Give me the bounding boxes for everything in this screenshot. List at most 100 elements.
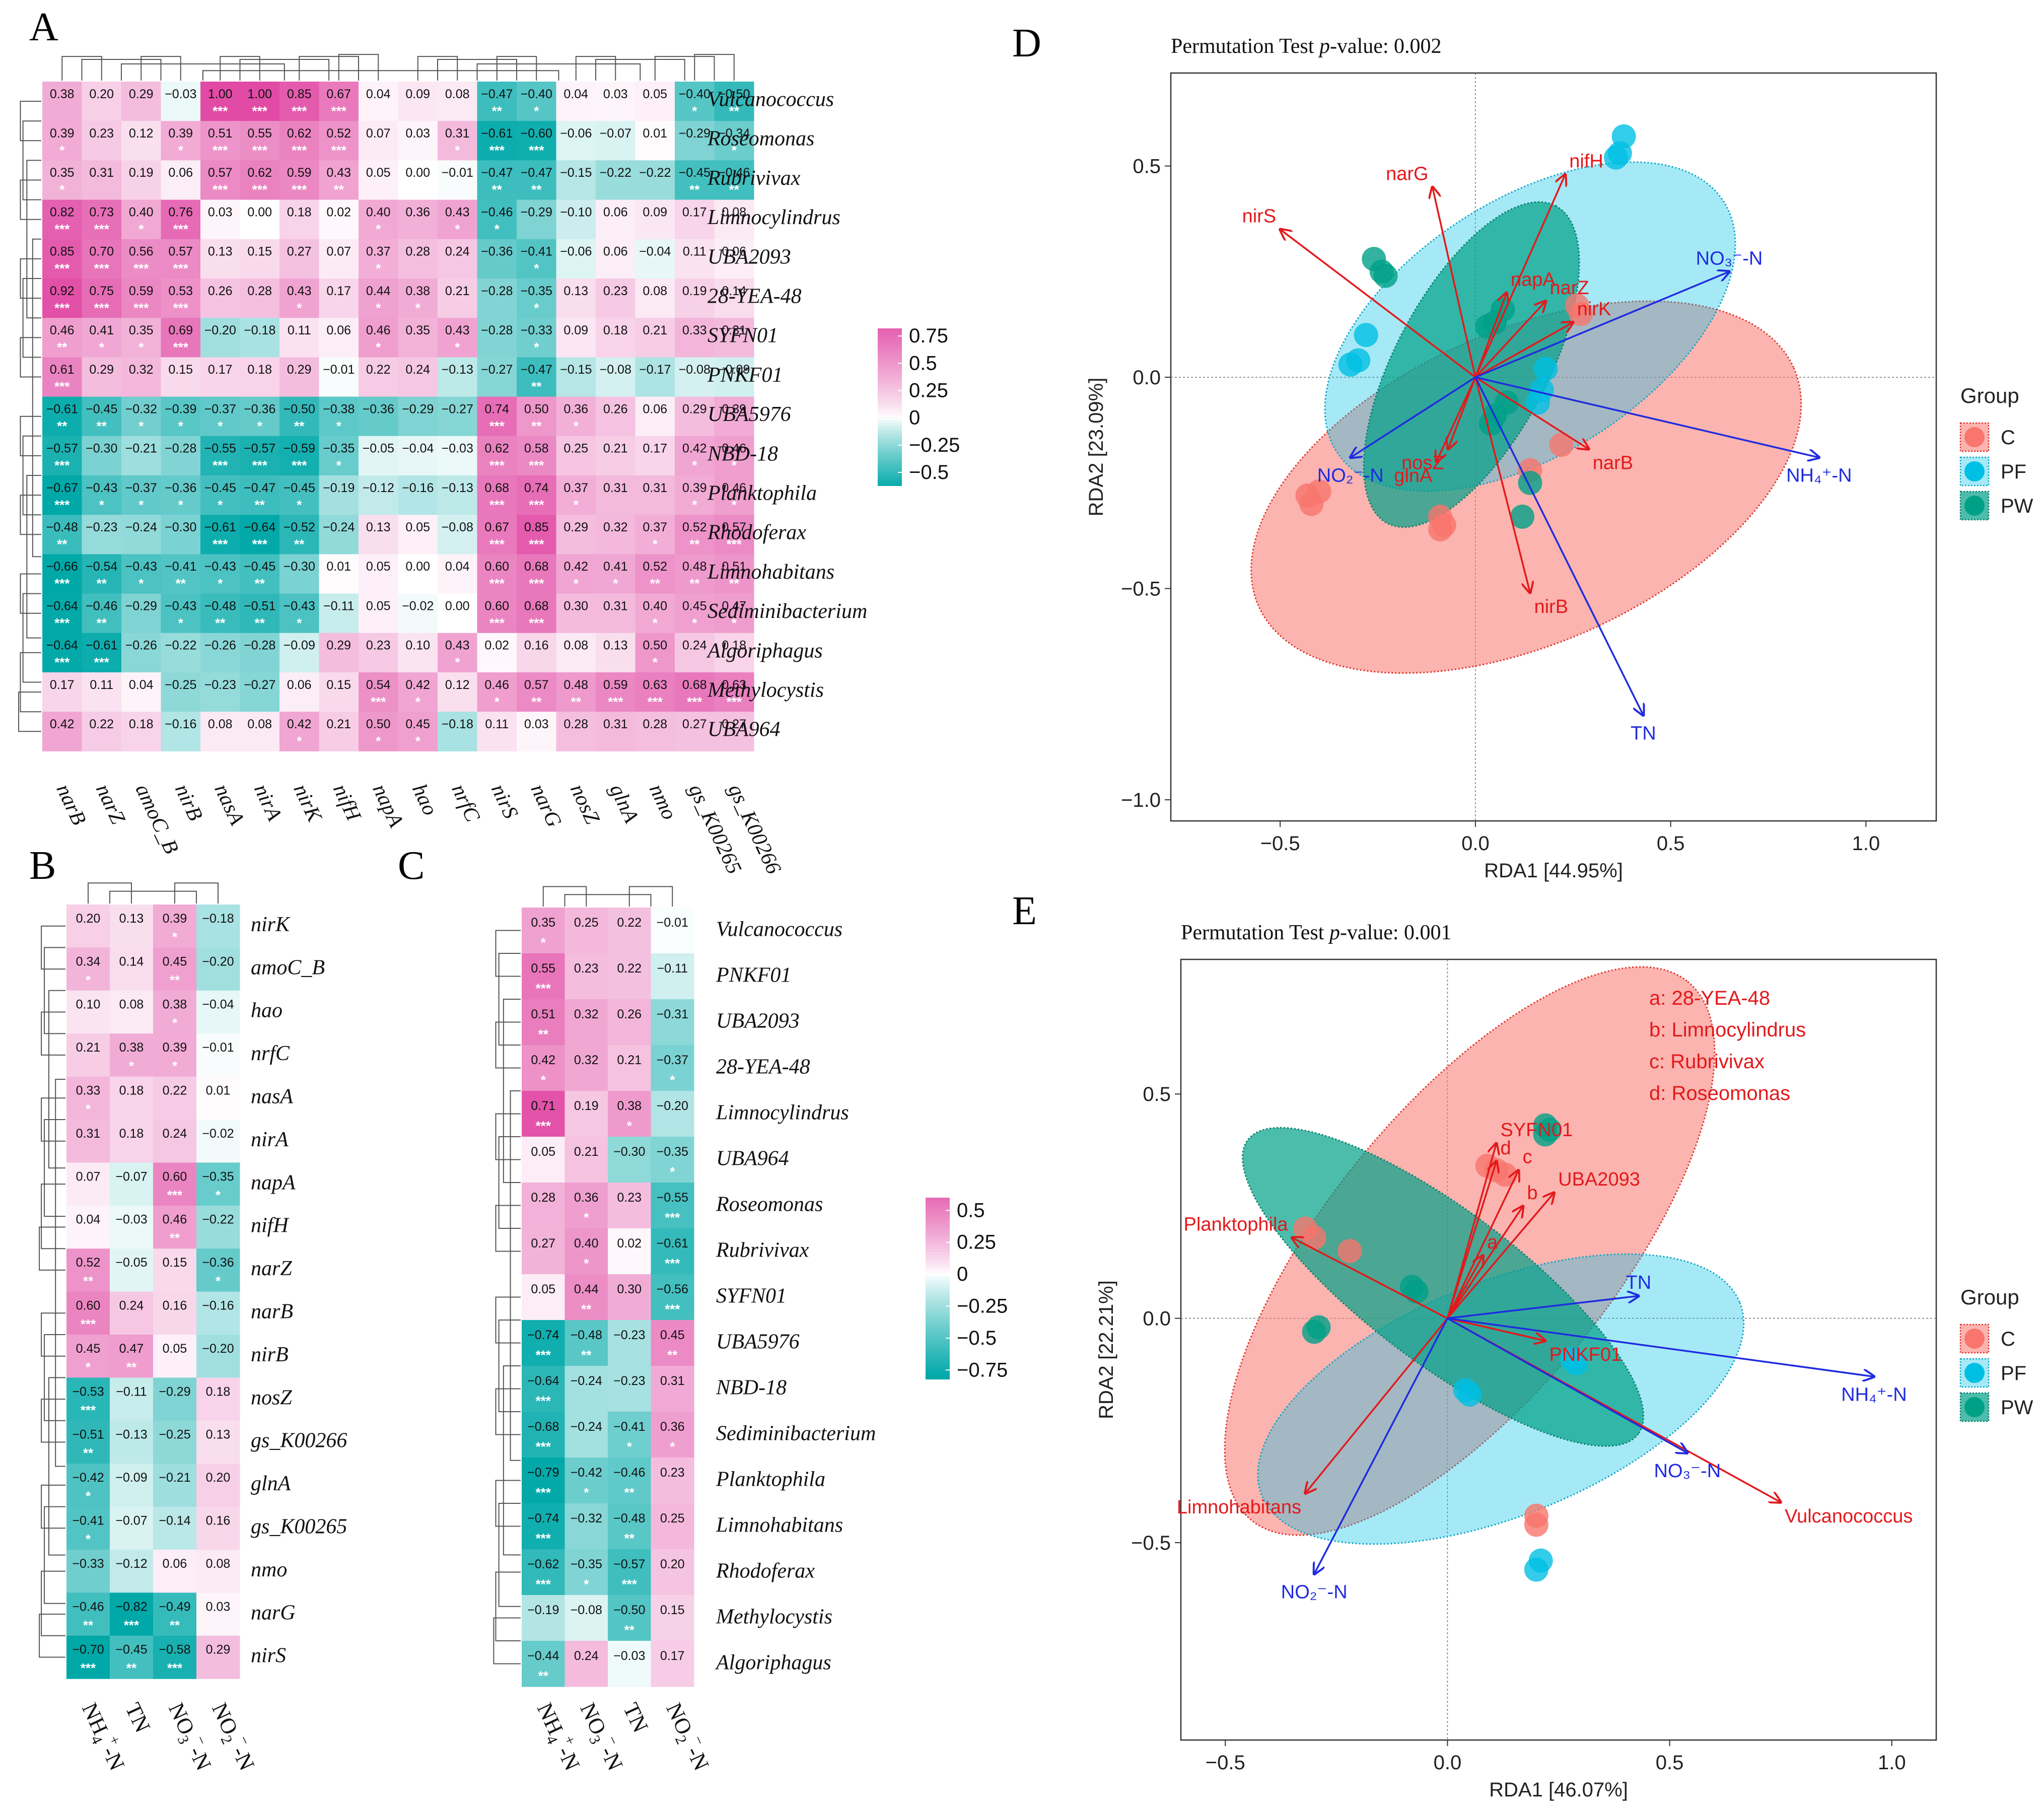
cell-value: 0.47 [722, 599, 746, 613]
color-legend-swatch [926, 1309, 950, 1313]
cell-significance: *** [536, 1485, 551, 1500]
color-legend-swatch [878, 417, 902, 421]
row-dendrogram [39, 925, 65, 1658]
heatmap-cell [477, 318, 517, 358]
cell-value: 0.29 [326, 639, 351, 653]
cell-significance: ** [538, 1026, 549, 1042]
cell-value: 0.18 [247, 363, 272, 377]
dendrogram-branch [694, 54, 735, 81]
sample-point-pw [1399, 1275, 1424, 1299]
heatmap-cell [110, 1550, 154, 1593]
cell-value: −0.46 [718, 166, 750, 180]
heatmap-cell [196, 1420, 240, 1464]
cell-significance: * [99, 497, 105, 512]
cell-value: 0.11 [683, 245, 707, 259]
heatmap-cell [608, 999, 651, 1046]
heatmap-cell [240, 475, 280, 515]
heatmap-cell [596, 475, 636, 515]
legend-dot-pf [1964, 461, 1985, 481]
heatmap-cell [398, 82, 438, 121]
heatmap-cell [522, 999, 565, 1046]
cell-significance: * [534, 339, 539, 355]
heatmap-cell [121, 515, 161, 554]
heatmap-cell [517, 279, 556, 318]
cell-value: −0.11 [657, 961, 688, 976]
heatmap-cell [42, 515, 82, 554]
cell-significance: * [86, 1101, 91, 1117]
cell-significance: * [172, 1015, 178, 1030]
cell-value: 0.08 [247, 717, 272, 731]
abbreviation-key: a: 28-YEA-48 [1649, 987, 1770, 1009]
cell-value: 0.50 [524, 402, 549, 416]
heatmap-cell [319, 199, 359, 240]
heatmap-cell [319, 396, 359, 437]
heatmap-cell [565, 1503, 608, 1550]
cell-value: 0.16 [163, 1298, 187, 1312]
cell-significance: *** [489, 576, 505, 591]
color-legend-swatch [926, 1249, 950, 1253]
heatmap-cell [522, 1274, 565, 1321]
cell-significance: * [653, 536, 658, 551]
title-prefix: Permutation Test [1171, 35, 1319, 58]
cell-value: −0.64 [46, 639, 78, 653]
gene-arrow-label: narB [1593, 453, 1633, 474]
dendrogram-branch [174, 882, 219, 904]
cell-value: −0.04 [639, 245, 671, 259]
cell-value: 0.06 [603, 245, 628, 259]
cell-value: −0.20 [202, 1342, 234, 1356]
heatmap-cell [153, 1335, 197, 1378]
color-legend-swatch [878, 349, 902, 353]
cell-significance: * [415, 733, 421, 748]
heatmap-cell [42, 82, 82, 121]
cell-value: 0.20 [89, 87, 114, 101]
dendrogram-branch [299, 56, 359, 81]
cell-value: −0.06 [560, 126, 592, 141]
cell-value: −0.06 [560, 245, 592, 259]
heatmap-cell [279, 396, 319, 437]
dendrogram-branch [437, 59, 517, 81]
cell-value: 0.24 [405, 363, 430, 377]
cell-significance: * [59, 182, 65, 197]
dendrogram-branch [542, 886, 587, 907]
heatmap-cell [556, 279, 596, 318]
cell-value: −0.09 [718, 363, 750, 377]
column-label: NO2−-N [658, 1697, 718, 1776]
cell-value: 0.60 [484, 560, 509, 574]
cell-value: −0.45 [284, 481, 315, 495]
cell-value: 0.11 [485, 717, 509, 731]
cell-value: 0.57 [722, 520, 746, 534]
cell-significance: *** [536, 981, 551, 996]
heatmap-cell [66, 990, 110, 1034]
cell-value: 0.44 [366, 284, 391, 298]
heatmap-cell [161, 396, 201, 437]
sample-point-pf [1533, 357, 1558, 381]
dendrogram-branch [44, 947, 65, 1034]
heatmap-cell [121, 318, 161, 358]
cell-value: −0.28 [244, 639, 275, 653]
cell-significance: *** [687, 694, 702, 709]
color-legend-swatch [926, 1355, 950, 1358]
cell-significance: *** [252, 103, 268, 118]
cell-value: −0.19 [527, 1603, 559, 1617]
heatmap-cell [196, 1506, 240, 1550]
cell-value: 0.68 [682, 678, 707, 692]
cell-value: 0.10 [76, 998, 101, 1012]
cell-significance: * [541, 935, 546, 950]
cell-significance: * [376, 733, 381, 748]
dendrogram-branch [498, 1320, 521, 1412]
cell-value: 0.04 [445, 560, 470, 574]
color-legend-swatch [926, 1234, 950, 1237]
heatmap-cell [398, 199, 438, 240]
heatmap-cell [477, 279, 517, 318]
heatmap-cell [477, 712, 517, 751]
cell-significance: * [584, 1210, 589, 1225]
column-dendrogram [88, 882, 219, 904]
cell-value: 0.28 [563, 717, 588, 731]
heatmap-cell [196, 905, 240, 948]
color-legend-swatch [926, 1267, 950, 1271]
cell-significance: * [59, 143, 65, 158]
heatmap-cell [477, 593, 517, 634]
color-legend-label: 0 [957, 1263, 968, 1285]
legend-label: C [2001, 427, 2015, 449]
color-legend-swatch [878, 449, 902, 452]
